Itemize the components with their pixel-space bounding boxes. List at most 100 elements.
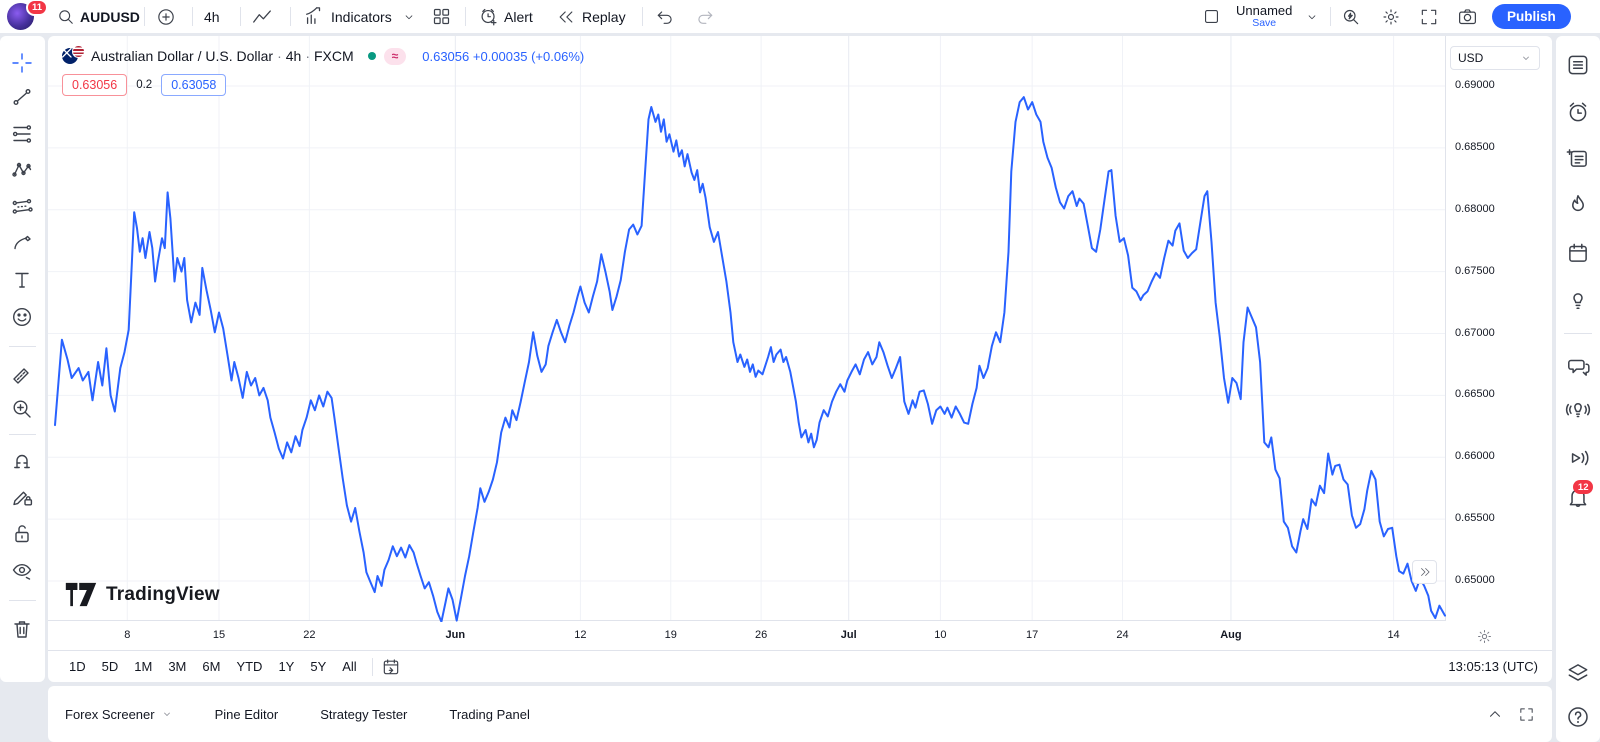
clock-timezone[interactable]: 13:05:13 (UTC) (1448, 659, 1538, 674)
magnet-mode-tool[interactable] (5, 443, 39, 477)
scroll-right-button[interactable] (1412, 560, 1437, 584)
layout-grid-button[interactable] (431, 0, 452, 33)
maximize-panel-button[interactable] (1518, 706, 1535, 723)
range-button-ytd[interactable]: YTD (229, 655, 269, 678)
zoom-in-icon (13, 400, 31, 418)
symbol-flag-icon (62, 45, 85, 65)
alert-clock-icon (481, 8, 497, 26)
legend-interval: 4h (285, 48, 302, 64)
price-axis[interactable]: USD 0.69000 0.68500 0.68000 0.67500 0.67000 0… (1447, 36, 1552, 621)
range-button-1y[interactable]: 1Y (271, 655, 301, 678)
plus-circle-icon (158, 8, 174, 25)
settings-button[interactable] (1381, 0, 1401, 33)
maximize-icon (1520, 707, 1533, 721)
magnet-icon (14, 454, 30, 469)
hide-all-drawings-tool[interactable] (5, 554, 39, 588)
time-axis-label: 8 (124, 629, 131, 641)
xabcd-pattern-tool[interactable] (5, 153, 39, 187)
indicators-dropdown-arrow[interactable] (402, 0, 416, 33)
help-button[interactable] (1560, 699, 1596, 735)
tab-trading-panel[interactable]: Trading Panel (449, 706, 530, 722)
brush-tool[interactable] (5, 226, 39, 260)
snapshot-button[interactable] (1457, 0, 1478, 33)
range-button-5d[interactable]: 5D (95, 655, 126, 678)
spread-value: 0.2 (136, 79, 153, 91)
chart-panel: Australian Dollar / U.S. Dollar · 4h · FXCM … (48, 36, 1552, 682)
alert-button[interactable]: Alert (478, 0, 533, 33)
tab-strategy-tester[interactable]: Strategy Tester (320, 706, 408, 722)
lock-all-drawings-tool[interactable] (5, 517, 39, 551)
symbol-title[interactable]: Australian Dollar / U.S. Dollar · 4h · FXCM (91, 48, 354, 64)
chart-style-button[interactable] (250, 0, 274, 33)
range-button-1m[interactable]: 1M (127, 655, 159, 678)
forecast-projection-tool[interactable] (5, 190, 39, 224)
interval-button[interactable]: 4h (204, 0, 220, 33)
sidebar-item-alerts[interactable] (1560, 94, 1596, 130)
drawing-pencil-lock-tool[interactable] (5, 480, 39, 514)
sidebar-item-notes[interactable] (1560, 140, 1596, 176)
alarm-clock-icon (1569, 102, 1587, 122)
projection-icon (12, 198, 33, 214)
fullscreen-icon (1421, 9, 1437, 24)
zoom-in-tool[interactable] (5, 392, 39, 426)
layout-dropdown-arrow[interactable] (1305, 0, 1319, 33)
fullscreen-button[interactable] (1419, 0, 1439, 33)
sell-price-button[interactable]: 0.63056 (62, 74, 128, 96)
price-axis-label: 0.68000 (1455, 202, 1495, 215)
layout-name-button[interactable]: Unnamed Save (1236, 0, 1292, 33)
tab-forex-screener[interactable]: Forex Screener (65, 707, 173, 722)
range-button-5y[interactable]: 5Y (303, 655, 333, 678)
undo-icon (657, 10, 672, 24)
emoji-tool[interactable] (5, 300, 39, 334)
market-open-dot[interactable] (367, 52, 376, 60)
range-button-6m[interactable]: 6M (195, 655, 227, 678)
range-button-1d[interactable]: 1D (62, 655, 93, 678)
time-axis-label: 24 (1116, 629, 1129, 641)
sidebar-item-chat[interactable] (1560, 349, 1596, 385)
calendar-arrow-icon (383, 658, 398, 674)
indicators-button[interactable]: Indicators (303, 0, 392, 33)
delayed-data-badge[interactable]: ≈ (383, 47, 407, 65)
sidebar-item-object-tree[interactable] (1560, 655, 1596, 691)
help-icon (1568, 707, 1588, 727)
xabcd-pattern-icon (12, 162, 32, 177)
avatar-notification-badge: 11 (26, 0, 49, 16)
expand-panel-button[interactable] (1486, 705, 1504, 723)
trend-line-tool[interactable] (5, 80, 39, 114)
measure-ruler-tool[interactable] (5, 358, 39, 392)
crosshair-tool[interactable] (5, 46, 39, 80)
publish-button[interactable]: Publish (1492, 4, 1571, 29)
symbol-search-button[interactable]: AUDUSD (56, 0, 140, 33)
remove-all-drawings-tool[interactable] (5, 612, 39, 646)
undo-button[interactable] (655, 0, 675, 33)
quick-search-button[interactable] (1341, 0, 1361, 33)
price-axis-label: 0.69000 (1455, 79, 1495, 91)
sidebar-item-streams[interactable] (1560, 440, 1596, 476)
buy-price-button[interactable]: 0.63058 (161, 74, 227, 96)
sidebar-item-ideas[interactable] (1560, 282, 1596, 318)
fib-retracement-tool[interactable] (5, 117, 39, 151)
sidebar-item-watchlist[interactable] (1560, 47, 1596, 83)
sidebar-item-notifications[interactable]: 12 (1560, 479, 1596, 515)
sidebar-item-hotlists[interactable] (1560, 187, 1596, 223)
layout-save-status-button[interactable] (1202, 0, 1221, 33)
go-to-date-button[interactable] (381, 657, 401, 677)
chart-plot-area[interactable]: Australian Dollar / U.S. Dollar · 4h · FXCM … (48, 36, 1446, 622)
price-axis-label: 0.67500 (1455, 264, 1495, 277)
range-button-3m[interactable]: 3M (161, 655, 193, 678)
sidebar-item-live-ideas[interactable] (1560, 392, 1596, 428)
chart-settings-gear[interactable] (1472, 625, 1496, 647)
right-sidebar: 12 (1556, 36, 1600, 742)
redo-button[interactable] (695, 0, 715, 33)
text-icon (15, 272, 29, 288)
text-tool[interactable] (5, 263, 39, 297)
currency-dropdown[interactable]: USD (1450, 46, 1540, 70)
range-button-all[interactable]: All (335, 655, 363, 678)
time-axis[interactable]: 8 15 22 Jun 12 19 26 Jul 10 17 24 Aug 14 (48, 622, 1446, 650)
add-symbol-button[interactable] (156, 0, 176, 33)
tab-pine-editor[interactable]: Pine Editor (214, 706, 279, 722)
sidebar-item-calendar[interactable] (1560, 235, 1596, 271)
replay-button[interactable]: Replay (556, 0, 626, 33)
gear-icon (1477, 629, 1491, 643)
top-toolbar: 11 AUDUSD 4h Indicators Alert Replay (0, 0, 1600, 33)
